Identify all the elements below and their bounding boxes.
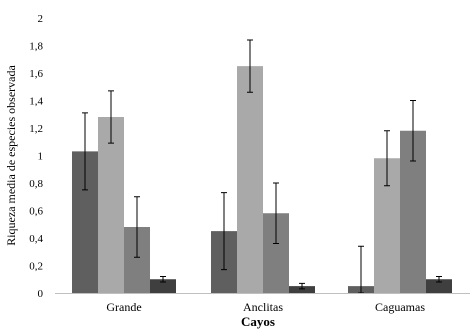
bar: [237, 66, 263, 293]
bar: [150, 279, 176, 293]
y-tick-label: 0,4: [29, 233, 43, 245]
y-tick-label: 1,6: [29, 68, 43, 80]
error-bars: [82, 39, 442, 294]
y-tick-label: 0,8: [29, 178, 43, 190]
y-tick-label: 1: [38, 151, 44, 163]
y-axis-title: Riqueza media de especies observada: [4, 65, 18, 246]
bars: [72, 66, 452, 293]
x-category-label: Grande: [106, 300, 141, 314]
y-tick-label: 1,4: [29, 96, 43, 108]
bar: [426, 279, 452, 293]
y-tick-label: 0: [38, 288, 44, 300]
y-axis-ticks: 0 0,2 0,4 0,6 0,8 1 1,2 1,4 1,6 1,8 2: [29, 13, 43, 300]
y-tick-label: 0,2: [29, 261, 43, 273]
x-category-label: Anclitas: [243, 300, 283, 314]
bar: [98, 117, 124, 293]
y-tick-label: 1,8: [29, 41, 43, 53]
x-axis-title: Cayos: [241, 314, 275, 329]
bar: [289, 286, 315, 293]
y-tick-label: 1,2: [29, 123, 43, 135]
x-axis-category-labels: Grande Anclitas Caguamas: [106, 300, 425, 314]
y-tick-label: 2: [38, 13, 44, 25]
x-category-label: Caguamas: [375, 300, 425, 314]
y-tick-label: 0,6: [29, 206, 43, 218]
